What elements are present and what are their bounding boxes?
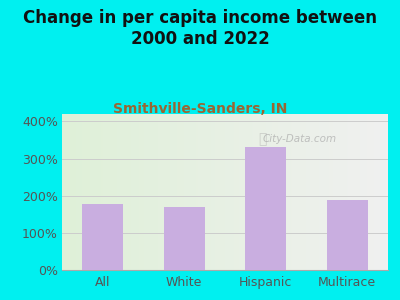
Text: Change in per capita income between
2000 and 2022: Change in per capita income between 2000…	[23, 9, 377, 48]
Bar	[164, 207, 205, 270]
Text: ⓘ: ⓘ	[258, 132, 267, 146]
Bar	[327, 200, 368, 270]
Bar	[245, 147, 286, 270]
Text: City-Data.com: City-Data.com	[263, 134, 337, 144]
Text: Smithville-Sanders, IN: Smithville-Sanders, IN	[113, 102, 287, 116]
Bar	[82, 204, 123, 270]
